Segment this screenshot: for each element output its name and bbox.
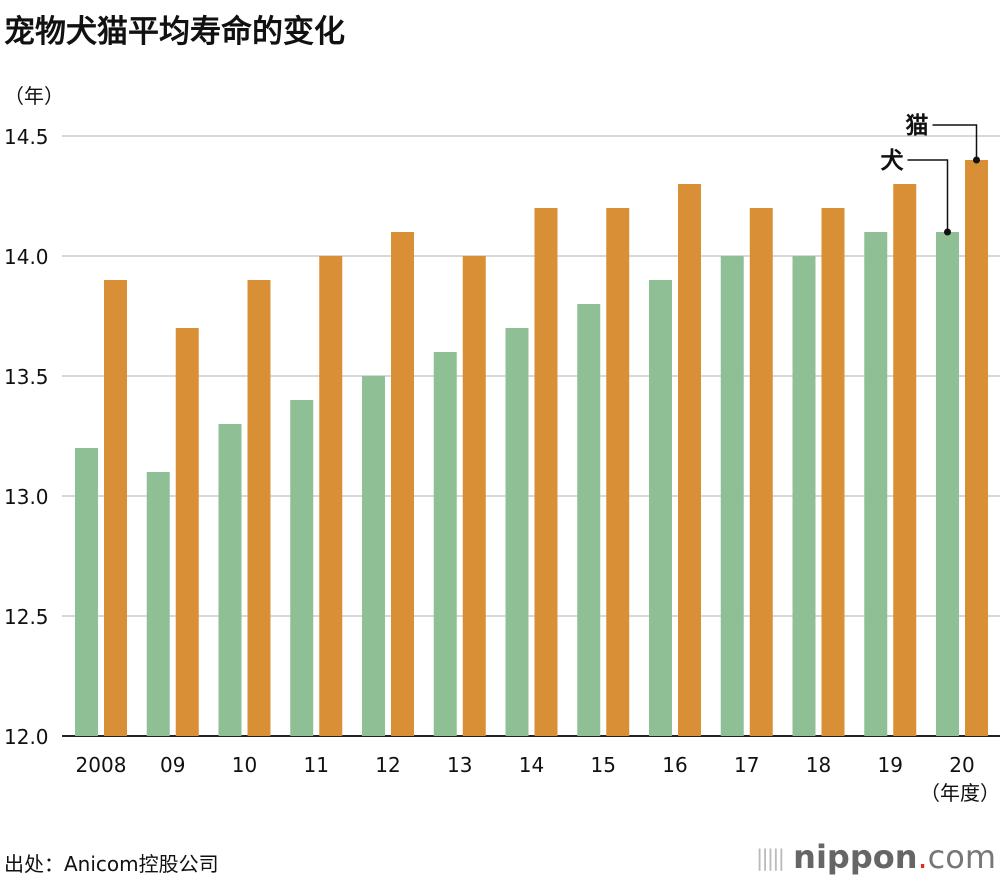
bar-cat bbox=[606, 208, 630, 736]
bar-cat bbox=[965, 160, 988, 736]
bar-cat bbox=[821, 208, 845, 736]
y-tick-label: 13.0 bbox=[4, 485, 49, 509]
bar-dog bbox=[505, 328, 529, 736]
bar-cat bbox=[247, 280, 271, 736]
bar-dog bbox=[362, 376, 385, 736]
x-tick-label: 11 bbox=[304, 753, 329, 777]
bar-dog bbox=[75, 448, 98, 736]
dog-leader-dot bbox=[944, 228, 951, 236]
y-tick-label: 13.5 bbox=[4, 365, 49, 389]
x-tick-label: 15 bbox=[591, 753, 616, 777]
bar-dog bbox=[649, 280, 672, 736]
bar-dog bbox=[720, 256, 744, 736]
bar-dog bbox=[146, 472, 170, 736]
bar-cat bbox=[462, 256, 486, 736]
bar-cat bbox=[893, 184, 917, 736]
y-tick-label: 14.0 bbox=[4, 245, 49, 269]
bar-cat bbox=[749, 208, 773, 736]
bar-dog bbox=[864, 232, 888, 736]
bar-dog bbox=[936, 232, 959, 736]
x-axis-unit: （年度） bbox=[920, 781, 1000, 805]
bar-cat bbox=[175, 328, 199, 736]
bar-cat bbox=[678, 184, 701, 736]
x-tick-label: 14 bbox=[519, 753, 544, 777]
x-tick-label: 19 bbox=[878, 753, 903, 777]
x-tick-label: 10 bbox=[232, 753, 257, 777]
legend-label-dog: 犬 bbox=[881, 148, 905, 174]
bar-dog bbox=[290, 400, 314, 736]
bar-dog bbox=[577, 304, 601, 736]
dog-leader-line bbox=[907, 159, 949, 232]
x-tick-label: 20 bbox=[949, 753, 974, 777]
chart-title: 宠物犬猫平均寿命的变化 bbox=[4, 14, 345, 50]
x-tick-label: 13 bbox=[447, 753, 472, 777]
y-tick-label: 12.0 bbox=[4, 725, 49, 749]
nippon-logo: ||||| nippon.com bbox=[755, 838, 996, 876]
legend-label-cat: 猫 bbox=[906, 113, 929, 139]
bar-cat bbox=[391, 232, 414, 736]
cat-leader-line bbox=[932, 124, 978, 160]
bar-cat bbox=[319, 256, 343, 736]
x-tick-label: 18 bbox=[806, 753, 831, 777]
bar-dog bbox=[433, 352, 457, 736]
y-axis-unit: （年） bbox=[4, 84, 64, 108]
source-note: 出处：Anicom控股公司 bbox=[4, 852, 219, 876]
x-tick-label: 16 bbox=[662, 753, 687, 777]
bar-cat bbox=[534, 208, 558, 736]
cat-leader-dot bbox=[973, 156, 980, 164]
bar-cat bbox=[104, 280, 127, 736]
bar-dog bbox=[218, 424, 242, 736]
x-tick-label: 12 bbox=[375, 753, 400, 777]
x-tick-label: 2008 bbox=[76, 753, 127, 777]
y-tick-label: 12.5 bbox=[4, 605, 49, 629]
bar-dog bbox=[792, 256, 816, 736]
x-tick-label: 17 bbox=[734, 753, 759, 777]
x-tick-label: 09 bbox=[160, 753, 185, 777]
y-tick-label: 14.5 bbox=[4, 125, 49, 149]
